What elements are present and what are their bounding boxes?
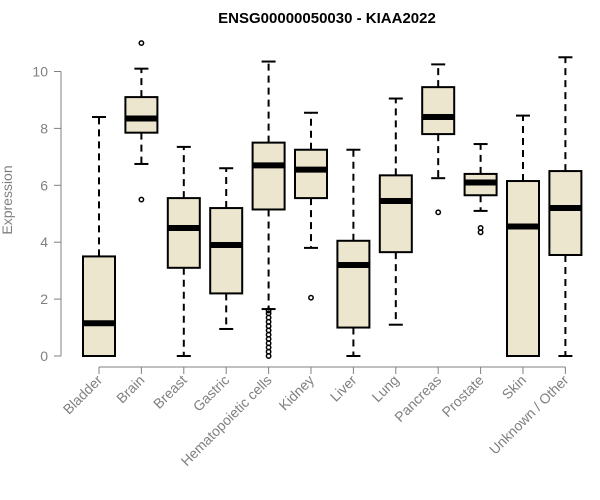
y-tick-label-10: 10: [32, 64, 48, 80]
box-3: [209, 207, 244, 295]
box-group-3: [209, 167, 244, 330]
box-1: [124, 96, 159, 134]
y-tick-label-2: 2: [40, 291, 48, 307]
box-5: [294, 148, 328, 200]
x-tick-label-8: Pancreas: [391, 372, 444, 425]
outlier-9-1: [477, 225, 484, 231]
box-group-4: [251, 60, 286, 359]
x-tick-label-7: Lung: [369, 372, 402, 405]
box-6: [336, 239, 371, 329]
boxes-group: [82, 40, 583, 359]
box-group-7: [378, 97, 413, 326]
x-tick-label-5: Kidney: [276, 372, 318, 414]
box-10: [506, 180, 540, 357]
box-group-0: [82, 116, 116, 357]
x-tick-label-11: Unknown / Other: [486, 372, 572, 458]
x-tick-label-0: Bladder: [60, 372, 106, 418]
outlier-1-1: [138, 196, 145, 203]
box-group-2: [166, 145, 201, 357]
box-4: [251, 141, 286, 211]
y-tick-label-6: 6: [40, 177, 48, 193]
x-tick-label-2: Breast: [150, 372, 190, 412]
x-tick-label-6: Liver: [327, 372, 360, 405]
box-8: [421, 86, 456, 136]
x-tick-label-1: Brain: [113, 372, 147, 406]
y-tick-label-0: 0: [40, 348, 48, 364]
box-2: [166, 197, 201, 269]
box-7: [378, 174, 413, 254]
outlier-4-10: [265, 310, 272, 317]
y-axis-label: Expression: [0, 165, 15, 234]
y-axis: 0 2 4 6 8 10: [32, 64, 62, 364]
box-group-8: [421, 63, 456, 216]
y-tick-label-4: 4: [40, 234, 48, 250]
box-group-1: [124, 40, 159, 203]
x-tick-label-10: Skin: [499, 372, 530, 403]
outlier-1-0: [138, 40, 145, 46]
box-group-9: [463, 143, 498, 236]
x-tick-label-9: Prostate: [439, 372, 487, 420]
box-11: [548, 170, 583, 257]
box-group-6: [336, 148, 371, 357]
box-group-11: [548, 56, 583, 357]
outlier-8-0: [435, 209, 442, 216]
chart-title: ENSG00000050030 - KIAA2022: [218, 10, 436, 27]
outlier-4-11: [265, 307, 272, 314]
box-group-5: [294, 111, 328, 301]
box-group-10: [506, 114, 540, 357]
box-0: [82, 255, 116, 357]
y-tick-label-8: 8: [40, 120, 48, 136]
outlier-5-0: [308, 294, 314, 301]
